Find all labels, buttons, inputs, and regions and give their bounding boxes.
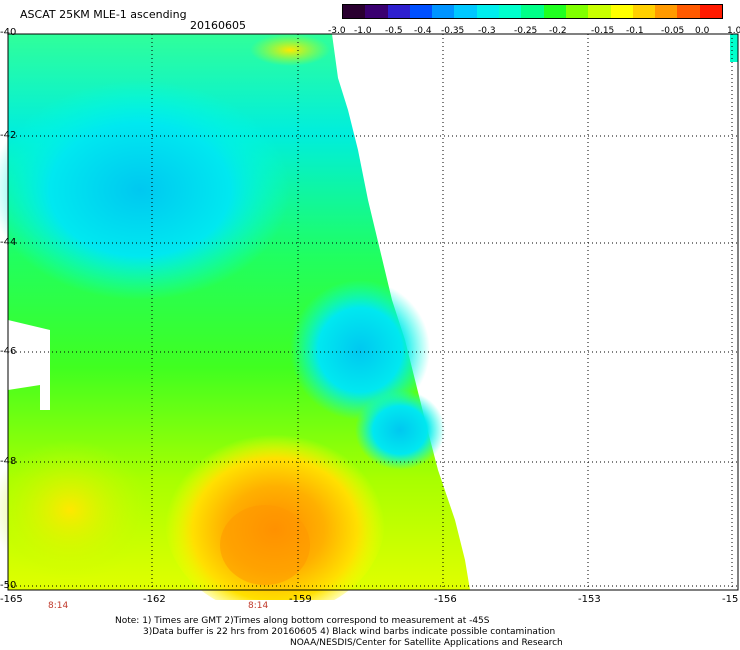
colorbar-swatch xyxy=(432,5,455,18)
colorbar-swatch xyxy=(543,5,566,18)
longitude-tick-label: -15 xyxy=(722,594,739,605)
colorbar-swatch xyxy=(699,5,723,18)
colorbar-label: -0.2 xyxy=(549,26,567,36)
colorbar-swatch xyxy=(454,5,477,18)
colorbar-label: -1.0 xyxy=(354,26,372,36)
yellow-region-west xyxy=(0,440,150,580)
colorbar-swatch xyxy=(365,5,388,18)
product-date: 20160605 xyxy=(190,19,246,32)
latitude-tick-label: -44 xyxy=(0,237,17,248)
colorbar-label: -3.0 xyxy=(328,26,346,36)
colorbar-swatch xyxy=(565,5,589,18)
colorbar xyxy=(342,4,723,19)
colorbar-swatch xyxy=(632,5,656,18)
colorbar-label: -0.5 xyxy=(385,26,403,36)
colorbar-swatch xyxy=(588,5,611,18)
time-label: 8:14 xyxy=(48,601,69,611)
colorbar-swatch xyxy=(387,5,410,18)
colorbar-swatch xyxy=(677,5,700,18)
warm-core xyxy=(220,505,310,585)
note-line-3: NOAA/NESDIS/Center for Satellite Applica… xyxy=(290,638,563,648)
colorbar-swatch xyxy=(409,5,433,18)
map-frame xyxy=(7,33,739,591)
latitude-tick-label: -48 xyxy=(0,456,17,467)
colorbar-labels: -3.0 -1.0 -0.5 -0.4 -0.35 -0.3 -0.25 -0.2 -0.15 -… xyxy=(328,26,740,38)
colorbar-swatch xyxy=(521,5,544,18)
colorbar-label: -0.35 xyxy=(441,26,465,36)
latitude-tick-label: -42 xyxy=(0,130,17,141)
cyan-region-east xyxy=(290,280,430,420)
longitude-tick-label: -162 xyxy=(143,594,166,605)
cyan-region-se xyxy=(355,390,445,470)
time-label: 8:14 xyxy=(248,601,269,611)
longitude-tick-label: -153 xyxy=(578,594,601,605)
yellow-region-north xyxy=(250,34,330,66)
colorbar-label: -0.1 xyxy=(626,26,644,36)
colorbar-swatch xyxy=(655,5,678,18)
latitude-tick-label: -46 xyxy=(0,346,17,357)
note-line-1: Note: 1) Times are GMT 2)Times along bot… xyxy=(115,616,490,626)
colorbar-label: 0.0 xyxy=(695,26,710,36)
longitude-tick-label: -165 xyxy=(0,594,23,605)
colorbar-swatch xyxy=(499,5,522,18)
colorbar-label: -0.15 xyxy=(591,26,615,36)
colorbar-label: -0.25 xyxy=(514,26,538,36)
colorbar-label: -0.05 xyxy=(661,26,685,36)
colorbar-label: 1.0 xyxy=(727,26,740,36)
east-edge-pixel xyxy=(730,34,738,62)
latitude-tick-label: -50 xyxy=(0,580,17,591)
colorbar-swatch xyxy=(343,5,366,18)
latitude-tick-label: -40 xyxy=(0,27,17,38)
colorbar-swatch xyxy=(610,5,633,18)
colorbar-label: -0.4 xyxy=(414,26,432,36)
colorbar-swatch xyxy=(476,5,500,18)
note-line-2: 3)Data buffer is 22 hrs from 20160605 4)… xyxy=(143,627,556,637)
cyan-region xyxy=(0,80,290,300)
colorbar-label: -0.3 xyxy=(478,26,496,36)
product-title: ASCAT 25KM MLE-1 ascending xyxy=(20,8,187,21)
longitude-tick-label: -156 xyxy=(434,594,457,605)
scatterometer-map xyxy=(0,33,739,600)
longitude-tick-label: -159 xyxy=(289,594,312,605)
